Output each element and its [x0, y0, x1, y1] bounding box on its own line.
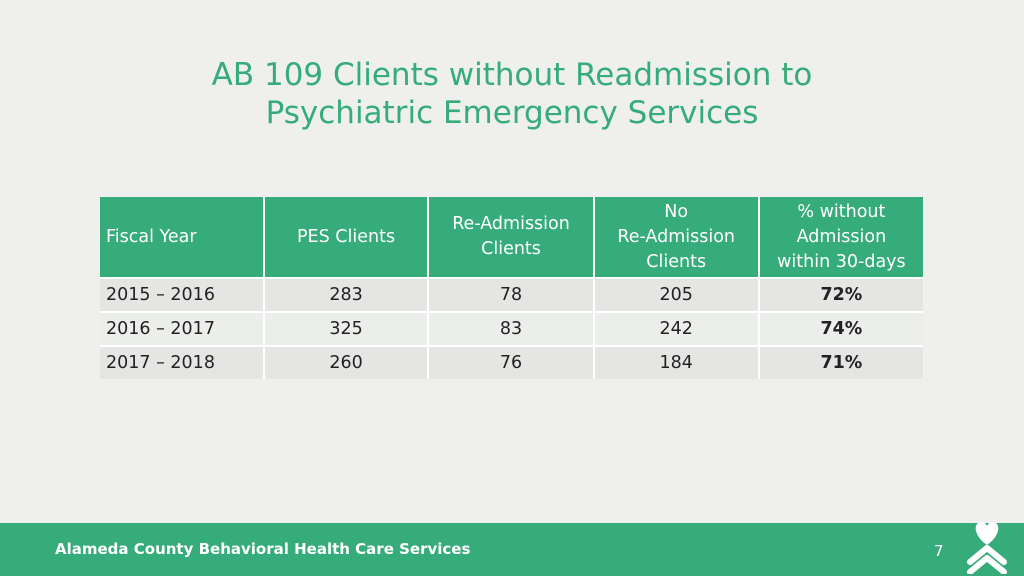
header-line: Re-Admission [452, 214, 570, 234]
cell-pes-clients: 283 [262, 277, 429, 312]
cell-percent-without: 74% [757, 311, 923, 346]
header-line: No [664, 201, 689, 222]
cell-fiscal-year: 2016 – 2017 [100, 311, 264, 346]
cell-fiscal-year: 2015 – 2016 [100, 277, 264, 312]
cell-no-readmission-clients: 184 [592, 345, 759, 379]
cell-percent-without: 71% [757, 345, 923, 379]
header-line: Admission [796, 226, 887, 247]
cell-readmission-clients: 76 [427, 345, 594, 379]
cell-readmission-clients: 78 [427, 277, 594, 312]
header-no-readmission-clients: No Re-Admission Clients [592, 197, 759, 278]
page-number: 7 [934, 542, 944, 560]
header-percent-without-admission: % without Admission within 30-days [757, 197, 923, 278]
header-pes-clients: PES Clients [262, 197, 429, 278]
header-line: Clients [646, 251, 707, 272]
cell-pes-clients: 325 [262, 311, 429, 346]
table-row: 2015 – 2016 283 78 205 72% [100, 277, 923, 312]
header-line: % without [797, 201, 886, 222]
header-fiscal-year: Fiscal Year [100, 197, 264, 278]
cell-fiscal-year: 2017 – 2018 [100, 345, 264, 379]
slide-title-line-2: Psychiatric Emergency Services [265, 95, 759, 131]
header-readmission-clients: Re-Admission Clients [427, 197, 594, 278]
header-line: within 30-days [777, 251, 906, 272]
header-line: PES Clients [297, 226, 396, 247]
table-header-row: Fiscal Year PES Clients Re-Admission Cli… [100, 197, 923, 278]
cell-pes-clients: 260 [262, 345, 429, 379]
table-row: 2017 – 2018 260 76 184 71% [100, 345, 923, 379]
cell-no-readmission-clients: 205 [592, 277, 759, 312]
cell-readmission-clients: 83 [427, 311, 594, 346]
header-line: Re-Admission [617, 226, 736, 247]
cell-percent-without: 72% [757, 277, 923, 312]
readmission-table: Fiscal Year PES Clients Re-Admission Cli… [100, 197, 923, 379]
organization-name: Alameda County Behavioral Health Care Se… [55, 540, 471, 558]
cell-no-readmission-clients: 242 [592, 311, 759, 346]
header-line: Fiscal Year [106, 226, 197, 247]
slide-title: AB 109 Clients without Readmission to Ps… [0, 56, 1024, 132]
slide-title-line-1: AB 109 Clients without Readmission to [211, 57, 813, 93]
table-row: 2016 – 2017 325 83 242 74% [100, 311, 923, 346]
footer-bar: Alameda County Behavioral Health Care Se… [0, 521, 1024, 576]
heart-logo-icon [967, 521, 1007, 574]
header-line: Clients [481, 239, 541, 259]
